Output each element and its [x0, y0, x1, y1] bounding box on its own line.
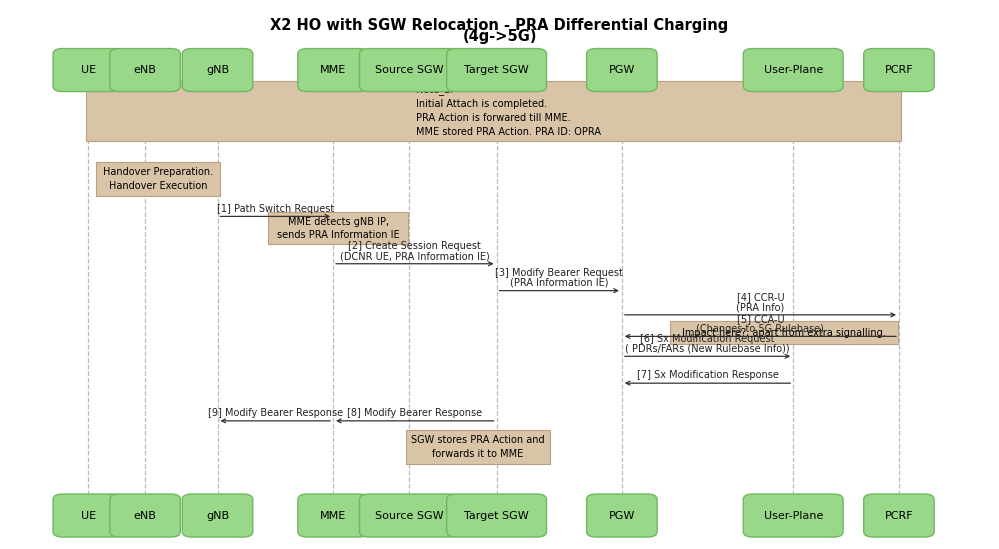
Text: [5] CCA-U: [5] CCA-U — [736, 314, 784, 324]
FancyBboxPatch shape — [447, 48, 546, 92]
FancyBboxPatch shape — [743, 48, 843, 92]
FancyBboxPatch shape — [360, 494, 460, 537]
FancyBboxPatch shape — [360, 48, 460, 92]
Text: Handover Preparation.
Handover Execution: Handover Preparation. Handover Execution — [103, 167, 213, 191]
Text: MME: MME — [320, 511, 347, 520]
Text: [3] Modify Bearer Request: [3] Modify Bearer Request — [496, 268, 623, 278]
FancyBboxPatch shape — [182, 494, 253, 537]
FancyBboxPatch shape — [110, 48, 181, 92]
Text: PCRF: PCRF — [885, 65, 913, 75]
Text: [8] Modify Bearer Response: [8] Modify Bearer Response — [348, 408, 483, 418]
FancyBboxPatch shape — [864, 48, 934, 92]
Text: UE: UE — [81, 65, 96, 75]
Text: PGW: PGW — [608, 65, 635, 75]
Text: gNB: gNB — [206, 511, 229, 520]
Text: MME: MME — [320, 65, 347, 75]
Text: X2 HO with SGW Relocation - PRA Differential Charging: X2 HO with SGW Relocation - PRA Differen… — [271, 18, 728, 33]
Text: User-Plane: User-Plane — [763, 511, 823, 520]
Text: SGW stores PRA Action and
forwards it to MME: SGW stores PRA Action and forwards it to… — [412, 435, 544, 458]
FancyBboxPatch shape — [743, 494, 843, 537]
Text: UE: UE — [81, 511, 96, 520]
Text: PCRF: PCRF — [885, 511, 913, 520]
Text: ( PDRs/FARs (New Rulebase Info)): ( PDRs/FARs (New Rulebase Info)) — [625, 344, 790, 354]
Text: gNB: gNB — [206, 65, 229, 75]
Text: (Changes to 5G Rulebase): (Changes to 5G Rulebase) — [696, 324, 824, 334]
Text: User-Plane: User-Plane — [763, 65, 823, 75]
FancyBboxPatch shape — [586, 494, 657, 537]
FancyBboxPatch shape — [53, 494, 124, 537]
Text: (PRA Info): (PRA Info) — [736, 302, 784, 312]
FancyBboxPatch shape — [670, 321, 898, 344]
Text: Impact here?, apart from extra signalling.: Impact here?, apart from extra signallin… — [682, 328, 886, 338]
Text: Target SGW: Target SGW — [465, 65, 528, 75]
FancyBboxPatch shape — [298, 48, 369, 92]
Text: Source SGW: Source SGW — [375, 511, 444, 520]
Text: [6] Sx Modification Request: [6] Sx Modification Request — [640, 334, 775, 344]
Text: MME detects gNB IP,
sends PRA Information IE: MME detects gNB IP, sends PRA Informatio… — [277, 217, 400, 240]
Text: Target SGW: Target SGW — [465, 511, 528, 520]
FancyBboxPatch shape — [298, 494, 369, 537]
Text: [2] Create Session Request: [2] Create Session Request — [349, 242, 482, 251]
FancyBboxPatch shape — [406, 430, 550, 464]
FancyBboxPatch shape — [96, 162, 220, 196]
FancyBboxPatch shape — [110, 494, 181, 537]
FancyBboxPatch shape — [269, 212, 409, 244]
Text: Source SGW: Source SGW — [375, 65, 444, 75]
Text: (4g->5G): (4g->5G) — [463, 29, 536, 44]
Text: Note_1:
Initial Attach is completed.
PRA Action is forwared till MME.
MME stored: Note_1: Initial Attach is completed. PRA… — [417, 85, 601, 137]
Text: (PRA Information IE): (PRA Information IE) — [509, 278, 608, 288]
Text: eNB: eNB — [134, 65, 157, 75]
Text: eNB: eNB — [134, 511, 157, 520]
FancyBboxPatch shape — [447, 494, 546, 537]
FancyBboxPatch shape — [53, 48, 124, 92]
FancyBboxPatch shape — [586, 48, 657, 92]
FancyBboxPatch shape — [864, 494, 934, 537]
Text: PGW: PGW — [608, 511, 635, 520]
FancyBboxPatch shape — [86, 81, 901, 141]
Text: [9] Modify Bearer Response: [9] Modify Bearer Response — [208, 408, 343, 418]
Text: [4] CCR-U: [4] CCR-U — [736, 293, 784, 302]
Text: [1] Path Switch Request: [1] Path Switch Request — [217, 204, 334, 214]
Text: (DCNR UE, PRA Information IE): (DCNR UE, PRA Information IE) — [340, 251, 490, 261]
Text: [7] Sx Modification Response: [7] Sx Modification Response — [636, 371, 778, 380]
FancyBboxPatch shape — [182, 48, 253, 92]
